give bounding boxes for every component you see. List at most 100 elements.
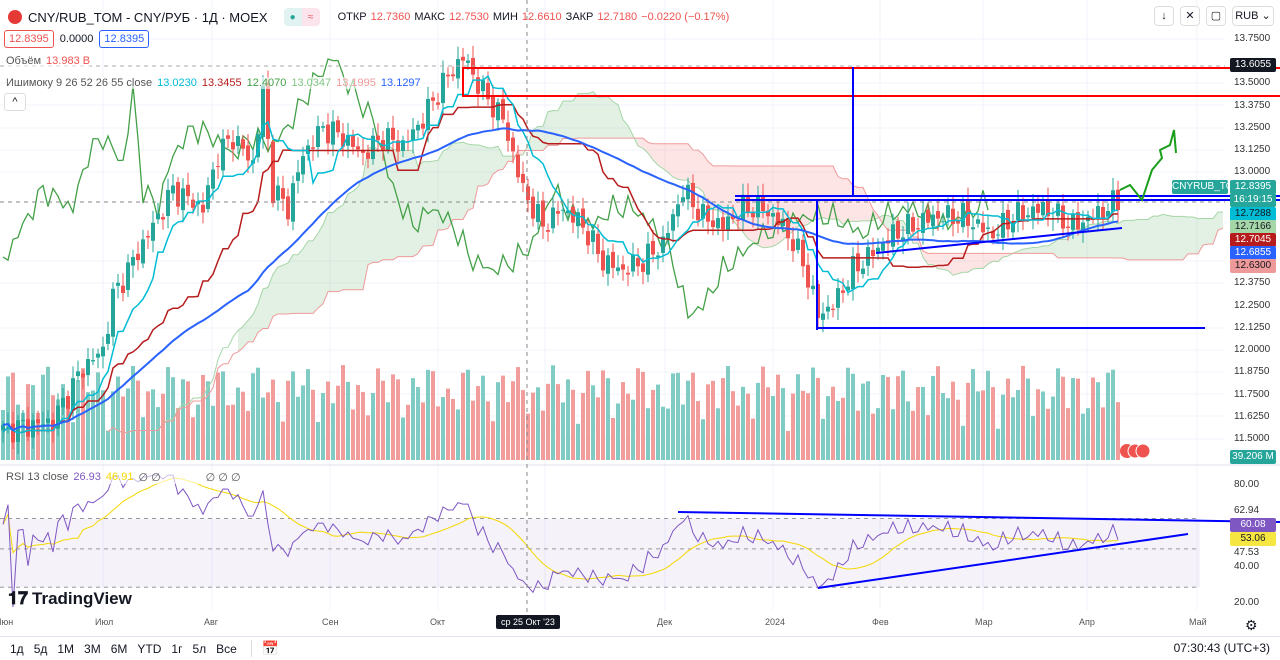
candle-body [156,213,160,220]
ichimoku-cloud [538,126,543,151]
volume-bar [376,368,380,460]
volume-bar [36,412,40,460]
volume-bar [841,397,845,460]
candle-body [836,288,840,308]
red-rectangle-drawing [462,67,1280,97]
ichimoku-cloud [1093,223,1098,258]
ichimoku-cloud [508,156,513,162]
candle-body [1031,206,1035,218]
currency-select[interactable]: RUB ⌄ [1232,6,1274,26]
volume-bar [91,390,95,460]
ichimoku-cloud [823,166,828,220]
ichimoku-cloud [298,248,303,314]
volume-bar [776,374,780,460]
range-button-6[interactable]: 1г [171,641,183,656]
volume-bar [816,377,820,460]
ma-price-tag: 12.6855 [1230,246,1276,260]
ichimoku-cloud [768,166,773,248]
candle-body [1001,213,1005,238]
range-button-0[interactable]: 1д [10,641,24,656]
candle-body [951,208,955,225]
volume-value: 13.983 B [46,55,91,67]
candle-body [926,209,930,223]
volume-bar [126,388,130,460]
goto-date-icon[interactable]: 📅 [250,640,279,657]
range-button-3[interactable]: 3М [84,641,101,656]
volume-bar [226,405,230,460]
candle-body [856,253,860,272]
volume-bar [771,396,775,460]
candle-body [551,207,555,229]
ichimoku-cloud [1088,224,1093,258]
candle-body [96,353,100,358]
volume-bar [1101,407,1105,460]
rsi-tick: 47.53 [1234,547,1260,558]
ichimoku-cloud [933,253,938,269]
candle-body [521,173,525,183]
ichimoku-cloud [1148,216,1153,260]
candle-body [236,136,240,147]
ichimoku-cloud [683,143,688,181]
volume-bar [886,377,890,460]
volume-bar [541,410,545,460]
maximize-pane-icon[interactable]: ▢ [1206,6,1226,26]
scroll-down-icon[interactable]: ↓ [1154,6,1174,26]
candle-body [821,313,825,320]
range-button-2[interactable]: 1М [57,641,75,656]
volume-bar [1011,397,1015,460]
buy-button[interactable]: 12.8395 [99,30,150,48]
china-flag-icon [8,10,22,24]
volume-bar [781,388,785,460]
market-status[interactable]: ● ≈ [283,8,320,26]
range-button-1[interactable]: 5д [33,641,48,656]
settings-icon[interactable]: ⚙ [1245,617,1258,633]
collapse-pane-icon[interactable]: ✕ [1180,6,1200,26]
ichimoku-cloud [1073,228,1078,258]
candle-body [1,424,5,431]
volume-bar [191,417,195,460]
volume-bar [896,376,900,460]
range-button-8[interactable]: Все [216,641,237,656]
ichimoku-cloud [268,274,273,329]
volume-bar [1041,391,1045,460]
candle-body [891,224,895,247]
candle-body [1021,205,1025,220]
range-button-5[interactable]: YTD [137,641,162,656]
candle-body [921,213,925,233]
collapse-legend-button[interactable]: ^ [4,93,26,111]
candle-body [191,199,195,208]
ichimoku-cloud [693,149,698,188]
ichimoku-cloud [1158,214,1163,260]
volume-bar [131,366,135,460]
volume-bar [601,370,605,460]
ichimoku-legend[interactable]: Ишимоку 9 26 52 26 55 close 13.0230 13.3… [6,77,421,89]
range-button-4[interactable]: 6М [110,641,128,656]
candle-body [31,420,35,438]
candle-body [916,228,920,230]
volume-bar [811,367,815,460]
candle-body [811,285,815,290]
volume-legend[interactable]: Объём 13.983 B [6,55,91,67]
sell-button[interactable]: 12.8395 [4,30,54,48]
ichimoku-cloud [343,193,348,290]
price-chart[interactable] [0,0,1280,636]
ichimoku-cloud [998,253,1003,262]
candle-body [436,102,440,105]
volume-bar [441,397,445,460]
ichimoku-cloud [438,151,443,230]
candle-body [536,203,540,223]
rsi-legend[interactable]: RSI 13 close 26.93 46.91 ∅ ∅ ∅ ∅ ∅ [6,471,241,484]
senkou-a-price-tag: 12.7166 [1230,220,1276,234]
symbol-title[interactable]: CNY/RUB_TOM - CNY/РУБ · 1Д · MOEX [28,9,268,25]
candle-body [506,122,510,141]
tradingview-logo[interactable]: 𝟏𝟕 TradingView [8,588,132,609]
candle-body [136,253,140,261]
candle-body [996,234,1000,236]
range-button-7[interactable]: 5л [192,641,207,656]
volume-bar [1086,408,1090,460]
candle-body [301,156,305,175]
volume-bar [906,401,910,460]
price-tick: 11.5000 [1234,433,1270,445]
clock[interactable]: 07:30:43 (UTC+3) [1173,641,1270,655]
candle-body [116,282,120,286]
